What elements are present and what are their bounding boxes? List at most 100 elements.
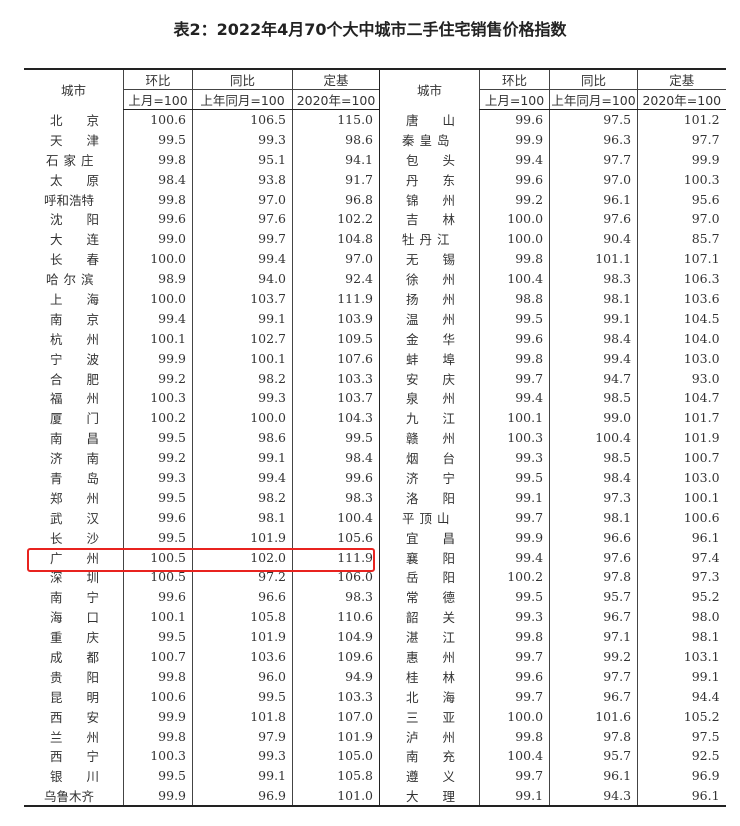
cell-mom: 100.2	[479, 566, 550, 587]
cell-mom: 99.5	[123, 427, 193, 448]
header-fixed: 定基	[292, 68, 380, 90]
cell-fixed: 99.6	[292, 467, 380, 488]
cell-mom: 99.8	[479, 726, 550, 746]
cell-fixed: 107.1	[637, 248, 726, 269]
cell-mom: 99.4	[123, 308, 193, 329]
cell-yoy: 99.4	[192, 248, 293, 269]
cell-fixed: 104.7	[637, 387, 726, 408]
cell-mom: 99.5	[123, 487, 193, 508]
cell-fixed: 100.3	[637, 169, 726, 190]
cell-yoy: 99.4	[192, 467, 293, 488]
cell-city: 丹东	[379, 169, 480, 190]
cell-yoy: 94.3	[549, 785, 638, 807]
cell-mom: 99.3	[479, 447, 550, 468]
cell-city: 上海	[50, 291, 124, 307]
cell-fixed: 109.5	[292, 328, 380, 349]
cell-fixed: 102.2	[292, 208, 380, 229]
cell-yoy: 99.1	[192, 447, 293, 468]
cell-fixed: 110.6	[292, 606, 380, 627]
cell-fixed: 101.9	[637, 427, 726, 448]
cell-fixed: 101.9	[292, 726, 380, 746]
cell-mom: 99.7	[479, 686, 550, 707]
table-row: 哈尔滨 98.9 94.0 92.4 徐州 100.4 98.3 106.3	[24, 268, 726, 289]
cell-city: 重庆	[50, 630, 124, 646]
cell-fixed: 104.0	[637, 328, 726, 349]
cell-city: 秦皇岛	[379, 129, 480, 150]
cell-yoy: 99.7	[192, 228, 293, 249]
cell-yoy: 97.6	[192, 208, 293, 229]
cell-yoy: 101.6	[549, 706, 638, 727]
cell-yoy: 97.8	[549, 566, 638, 587]
cell-yoy: 97.3	[549, 487, 638, 508]
cell-yoy: 101.8	[192, 706, 293, 727]
cell-mom: 100.7	[123, 646, 193, 667]
cell-yoy: 99.2	[549, 646, 638, 667]
cell-mom: 99.5	[123, 765, 193, 786]
table-row: 银川 99.5 99.1 105.8 遵义 99.7 96.1 96.9	[24, 765, 726, 786]
cell-yoy: 98.5	[549, 387, 638, 408]
header-mom-base: 上月=100	[123, 89, 193, 110]
cell-city: 太原	[50, 172, 124, 188]
cell-yoy: 102.7	[192, 328, 293, 349]
cell-mom: 99.6	[479, 109, 550, 130]
cell-mom: 99.6	[479, 328, 550, 349]
cell-yoy: 96.0	[192, 666, 293, 687]
cell-yoy: 96.9	[192, 785, 293, 807]
cell-fixed: 104.5	[637, 308, 726, 329]
cell-mom: 100.6	[123, 109, 193, 130]
cell-fixed: 98.6	[292, 129, 380, 150]
cell-yoy: 101.9	[192, 527, 293, 548]
cell-mom: 99.8	[123, 149, 193, 170]
table-row: 沈阳 99.6 97.6 102.2 吉林 100.0 97.6 97.0	[24, 208, 726, 229]
cell-city: 包头	[379, 149, 480, 170]
cell-city: 烟台	[379, 447, 480, 468]
table-row: 青岛 99.3 99.4 99.6 济宁 99.5 98.4 103.0	[24, 467, 726, 488]
table-row: 厦门 100.2 100.0 104.3 九江 100.1 99.0 101.7	[24, 407, 726, 428]
cell-mom: 100.4	[479, 746, 550, 766]
cell-yoy: 96.3	[549, 129, 638, 150]
cell-yoy: 99.1	[192, 308, 293, 329]
cell-fixed: 96.1	[637, 527, 726, 548]
cell-fixed: 100.4	[292, 507, 380, 528]
table-row: 南宁 99.6 96.6 98.3 常德 99.5 95.7 95.2	[24, 586, 726, 607]
cell-city: 长沙	[50, 530, 124, 546]
cell-mom: 98.8	[479, 288, 550, 309]
cell-fixed: 109.6	[292, 646, 380, 667]
cell-yoy: 97.5	[549, 109, 638, 130]
cell-mom: 99.6	[479, 666, 550, 687]
header-mom: 环比	[479, 68, 550, 90]
cell-city: 杭州	[50, 331, 124, 347]
cell-fixed: 101.0	[292, 785, 380, 807]
cell-mom: 99.5	[123, 527, 193, 548]
cell-mom: 99.8	[123, 726, 193, 746]
cell-city: 蚌埠	[379, 348, 480, 369]
cell-yoy: 98.2	[192, 487, 293, 508]
cell-fixed: 94.1	[292, 149, 380, 170]
cell-mom: 99.8	[123, 666, 193, 687]
table-row: 南京 99.4 99.1 103.9 温州 99.5 99.1 104.5	[24, 308, 726, 329]
cell-fixed: 98.0	[637, 606, 726, 627]
cell-mom: 100.3	[123, 387, 193, 408]
cell-city: 合肥	[50, 371, 124, 387]
cell-fixed: 97.5	[637, 726, 726, 746]
cell-mom: 100.0	[479, 228, 550, 249]
cell-mom: 100.1	[479, 407, 550, 428]
cell-yoy: 90.4	[549, 228, 638, 249]
table-row: 福州 100.3 99.3 103.7 泉州 99.4 98.5 104.7	[24, 387, 726, 408]
cell-yoy: 105.8	[192, 606, 293, 627]
cell-city: 金华	[379, 328, 480, 349]
table-row: 重庆 99.5 101.9 104.9 湛江 99.8 97.1 98.1	[24, 626, 726, 647]
table-row: 大连 99.0 99.7 104.8 牡丹江 100.0 90.4 85.7	[24, 228, 726, 249]
cell-city: 三亚	[379, 706, 480, 727]
cell-yoy: 98.6	[192, 427, 293, 448]
cell-fixed: 85.7	[637, 228, 726, 249]
cell-yoy: 99.3	[192, 746, 293, 766]
price-index-table: 城市 环比 同比 定基 城市 环比 同比 定基 上月=100 上年同月=100 …	[24, 68, 726, 807]
cell-mom: 99.3	[479, 606, 550, 627]
cell-fixed: 103.6	[637, 288, 726, 309]
cell-mom: 99.8	[479, 248, 550, 269]
cell-yoy: 96.6	[192, 586, 293, 607]
cell-yoy: 95.1	[192, 149, 293, 170]
cell-mom: 99.8	[479, 348, 550, 369]
cell-mom: 99.6	[479, 169, 550, 190]
